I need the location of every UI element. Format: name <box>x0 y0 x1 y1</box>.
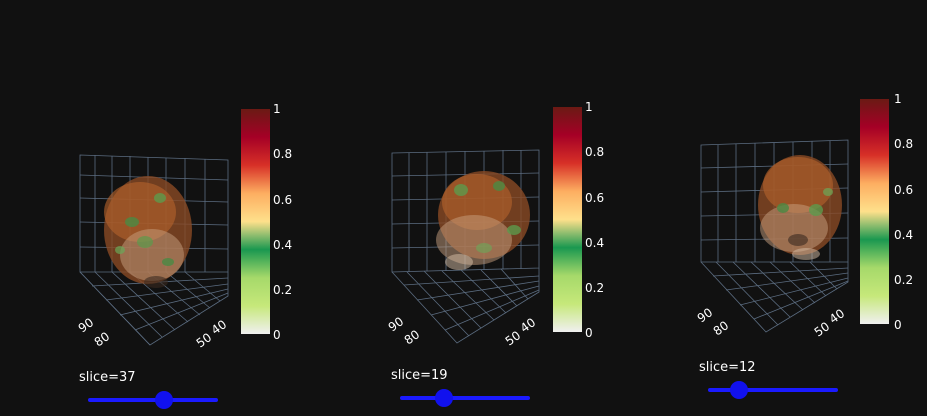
volume-panel-3: 90 80 40 50 1 0.8 0.6 0.4 0.2 0 slice=12 <box>618 0 927 416</box>
axis-tick-80: 80 <box>711 318 732 338</box>
colorbar-tick: 0.6 <box>585 191 605 205</box>
colorbar-tick: 0.8 <box>585 145 605 159</box>
slider-track[interactable] <box>88 398 218 402</box>
volume-panel-1: 90 80 40 50 1 0.8 0.6 0.4 0.2 0 slice=37 <box>0 0 309 416</box>
axis-tick-90: 90 <box>695 305 716 325</box>
colorbar-gradient <box>553 107 582 332</box>
colorbar-tick: 0.6 <box>894 183 914 197</box>
colorbar-tick: 0.4 <box>585 236 605 250</box>
axis-tick-50: 50 <box>812 319 833 339</box>
slice-slider[interactable] <box>88 390 218 410</box>
axis-tick-90: 90 <box>386 314 407 334</box>
axis-tick-80: 80 <box>92 329 113 349</box>
slider-handle[interactable] <box>435 389 453 407</box>
colorbar-tick: 0.4 <box>273 238 293 252</box>
slice-slider[interactable] <box>708 380 838 400</box>
colorbar-tick: 0 <box>273 328 281 342</box>
axis-tick-80: 80 <box>402 327 423 347</box>
brain-volume-render-1 <box>104 176 192 288</box>
slice-value-label: slice=37 <box>79 370 136 385</box>
slider-handle[interactable] <box>730 381 748 399</box>
colorbar-tick: 1 <box>894 92 902 106</box>
colorbar-tick: 0.4 <box>894 228 914 242</box>
colorbar-tick: 1 <box>585 100 593 114</box>
3d-scene-1[interactable]: 90 80 40 50 <box>0 0 309 360</box>
brain-volume-render-2 <box>436 171 530 270</box>
colorbar-tick: 0 <box>894 318 902 332</box>
3d-scene-3[interactable]: 90 80 40 50 <box>618 0 927 360</box>
slider-track[interactable] <box>708 388 838 392</box>
colorbar-tick: 0.2 <box>585 281 605 295</box>
axis-tick-50: 50 <box>194 330 215 350</box>
slider-track[interactable] <box>400 396 530 400</box>
colorbar-tick: 0.2 <box>894 273 914 287</box>
axis-tick-40: 40 <box>518 315 539 335</box>
colorbar-tick: 0 <box>585 326 593 340</box>
colorbar-tick: 1 <box>273 102 281 116</box>
slice-slider[interactable] <box>400 388 530 408</box>
3d-scene-2[interactable]: 90 80 40 50 <box>309 0 618 360</box>
colorbar-gradient <box>860 99 889 324</box>
axis-tick-50: 50 <box>503 328 524 348</box>
colorbar-tick: 0.8 <box>273 147 293 161</box>
slice-value-label: slice=12 <box>699 360 756 375</box>
slider-handle[interactable] <box>155 391 173 409</box>
volume-panel-2: 90 80 40 50 1 0.8 0.6 0.4 0.2 0 slice=19 <box>309 0 618 416</box>
slice-value-label: slice=19 <box>391 368 448 383</box>
axis-tick-90: 90 <box>76 315 97 335</box>
axis-tick-40: 40 <box>209 317 230 337</box>
colorbar-gradient <box>241 109 270 334</box>
brain-volume-render-3 <box>758 155 842 260</box>
colorbar-tick: 0.2 <box>273 283 293 297</box>
colorbar-tick: 0.8 <box>894 137 914 151</box>
axis-tick-40: 40 <box>827 306 848 326</box>
colorbar-tick: 0.6 <box>273 193 293 207</box>
